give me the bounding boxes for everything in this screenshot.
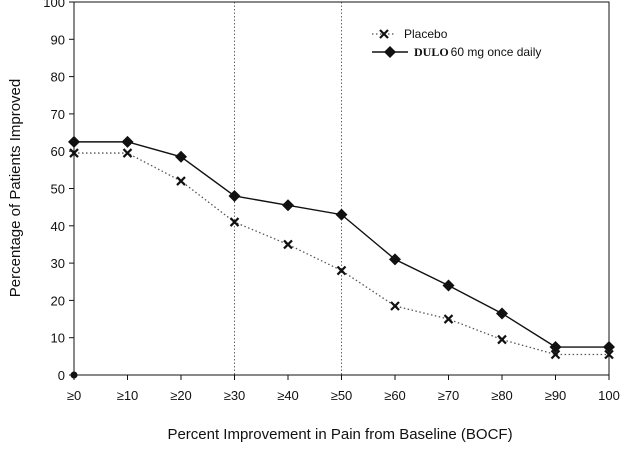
x-tick-label: ≥20 (170, 388, 192, 403)
data-point-diamond (549, 341, 562, 354)
y-tick-label: 70 (51, 107, 65, 122)
legend-dulo-rest: 60 mg once daily (451, 45, 542, 59)
legend-placebo-label: Placebo (404, 27, 448, 41)
data-point-diamond (442, 279, 455, 292)
x-tick-label: ≥50 (331, 388, 353, 403)
data-point-diamond (228, 189, 241, 202)
data-point-x (390, 301, 400, 311)
x-tick-label: ≥10 (117, 388, 139, 403)
x-tick-label: ≥60 (384, 388, 406, 403)
legend-dulo-label: DULO 60 mg once daily (414, 45, 541, 59)
legend-dulo-bold: DULO (414, 45, 449, 59)
x-axis-ticks: ≥0 ≥10 ≥20 ≥30 ≥40 ≥50 ≥60 ≥70 ≥80 ≥90 100 (67, 375, 620, 403)
data-point-diamond (389, 253, 401, 266)
data-point-diamond (175, 150, 187, 163)
y-tick-label: 60 (51, 144, 65, 159)
x-axis-title: Percent Improvement in Pain from Baselin… (167, 426, 512, 443)
x-tick-label: ≥70 (438, 388, 460, 403)
y-tick-label: 90 (51, 32, 65, 47)
data-point-diamond (121, 135, 134, 148)
data-point-diamond (282, 199, 294, 212)
data-point-diamond (496, 307, 508, 320)
x-tick-label: ≥90 (545, 388, 567, 403)
data-point-x (497, 334, 507, 345)
y-tick-label: 10 (51, 331, 65, 346)
origin-point (70, 371, 78, 379)
data-point-x (336, 265, 347, 276)
reference-lines (234, 2, 342, 375)
y-tick-label: 100 (43, 0, 65, 10)
y-axis-ticks: 0 10 20 30 40 50 60 70 80 90 100 (43, 0, 74, 383)
legend-placebo-marker (379, 29, 389, 39)
y-tick-label: 30 (51, 256, 65, 271)
x-tick-label: ≥40 (277, 388, 299, 403)
y-axis-title: Percentage of Patients Improved (7, 79, 24, 297)
data-point-x (550, 349, 561, 360)
data-point-x (283, 239, 293, 250)
x-tick-label: ≥30 (224, 388, 246, 403)
x-tick-label: 100 (598, 388, 620, 403)
y-tick-label: 0 (58, 368, 65, 383)
y-tick-label: 80 (51, 70, 65, 85)
series-1 (68, 135, 615, 354)
data-point-x (443, 314, 454, 324)
y-tick-label: 20 (51, 293, 65, 308)
data-point-x (69, 148, 79, 158)
data-point-x (229, 217, 240, 227)
data-point-x (176, 176, 186, 186)
data-point-diamond (603, 341, 615, 354)
x-tick-label: ≥80 (491, 388, 513, 403)
data-point-x (604, 349, 614, 360)
legend: Placebo DULO 60 mg once daily (372, 27, 541, 59)
x-tick-label: ≥0 (67, 388, 81, 403)
y-tick-label: 50 (51, 182, 65, 197)
legend-dulo-marker (384, 46, 396, 58)
data-point-x (122, 148, 133, 158)
y-tick-label: 40 (51, 219, 65, 234)
series-layer (68, 135, 615, 379)
series-0 (69, 148, 614, 360)
data-point-diamond (68, 135, 80, 148)
data-point-diamond (335, 208, 348, 221)
